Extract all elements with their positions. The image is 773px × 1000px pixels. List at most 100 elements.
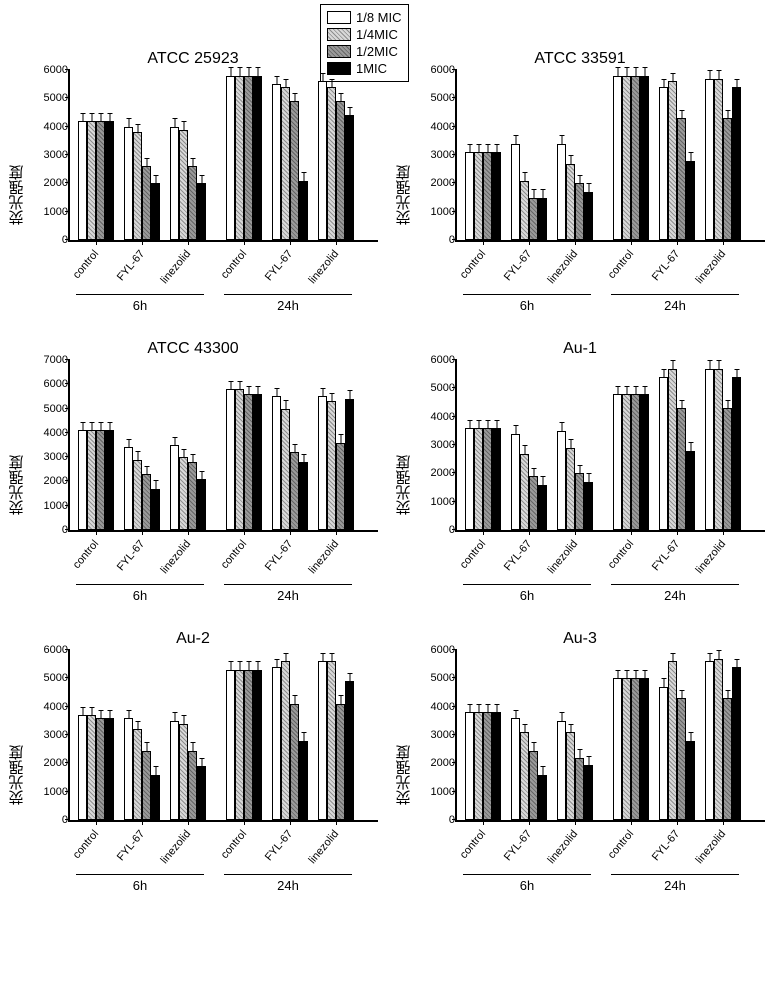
bar [613,394,622,530]
y-tick-label: 5000 [415,672,455,684]
error-cap [190,742,195,743]
bar [105,121,114,240]
bar [290,101,299,240]
error-cap [329,79,334,80]
error-cap [172,437,177,438]
bar-cluster [272,661,308,820]
y-tick-label: 0 [415,524,455,536]
error-bar [192,159,193,168]
bar-cluster [124,127,160,240]
error-bar [331,80,332,89]
y-tick-label: 6000 [415,354,455,366]
bar [668,661,677,820]
error-cap [283,400,288,401]
y-tick-label: 1000 [28,500,68,512]
error-cap [153,175,158,176]
bar [723,408,732,530]
error-cap [301,732,306,733]
error-bar [672,74,673,83]
error-bar [322,654,323,663]
bar [677,698,686,820]
bar [511,434,520,530]
bar-cluster [613,394,649,530]
error-bar [230,662,231,671]
error-cap [707,653,712,654]
x-tick-label: control [458,248,488,281]
x-tick-label: linezolid [306,248,341,286]
y-tick-label: 6000 [28,378,68,390]
error-cap [144,158,149,159]
error-bar [303,173,304,182]
y-axis-label: 荧光强度 [8,70,26,320]
error-bar [303,733,304,742]
bar-cluster [511,144,547,240]
error-bar [276,77,277,86]
y-tick-mark [452,791,457,792]
error-bar [635,68,636,77]
bar-cluster [272,396,308,530]
error-bar [276,660,277,669]
y-tick-mark [65,505,70,506]
error-bar [524,725,525,734]
error-cap [522,172,527,173]
y-tick-mark [452,444,457,445]
error-bar [137,452,138,461]
bar [197,183,206,240]
bar [151,775,160,820]
plot-area: 0100020003000400050006000 [455,650,765,822]
error-cap [292,695,297,696]
bar [96,121,105,240]
error-cap [642,670,647,671]
error-cap [320,653,325,654]
error-bar [109,114,110,123]
error-cap [679,690,684,691]
error-cap [98,113,103,114]
y-tick-mark [452,69,457,70]
error-cap [531,468,536,469]
error-bar [174,119,175,128]
error-bar [579,466,580,475]
error-bar [524,446,525,455]
bar [668,81,677,240]
chart-row: ATCC 43300荧光强度01000200030004000500060007… [0,340,773,610]
bar [613,678,622,820]
error-cap [320,73,325,74]
error-cap [228,661,233,662]
error-bar [239,68,240,77]
error-bar [82,708,83,717]
error-cap [338,695,343,696]
error-cap [734,369,739,370]
x-tick-label: FYL-67 [502,538,534,573]
bar-cluster [318,661,354,820]
error-cap [347,107,352,108]
x-tick-label: FYL-67 [650,248,682,283]
bar [170,721,179,820]
error-bar [570,440,571,449]
bar [529,751,538,820]
bar-cluster [465,712,501,820]
y-tick-mark [65,154,70,155]
error-cap [661,79,666,80]
bar [299,462,308,530]
bar [336,443,345,530]
x-tick-label: linezolid [545,248,580,286]
bar-cluster [613,76,649,240]
time-group-line [76,294,204,295]
error-cap [633,386,638,387]
y-tick-mark [452,762,457,763]
chart-row: Au-2荧光强度0100020003000400050006000control… [0,630,773,900]
error-cap [586,473,591,474]
bar-cluster [705,369,741,531]
error-cap [329,653,334,654]
error-bar [672,654,673,663]
bar [290,704,299,820]
bar [529,198,538,241]
bar [235,76,244,240]
error-bar [146,159,147,168]
error-cap [283,653,288,654]
y-tick-label: 2000 [28,475,68,487]
x-tick-label: linezolid [306,828,341,866]
bar [474,712,483,820]
error-bar [146,467,147,476]
bar [105,430,114,530]
